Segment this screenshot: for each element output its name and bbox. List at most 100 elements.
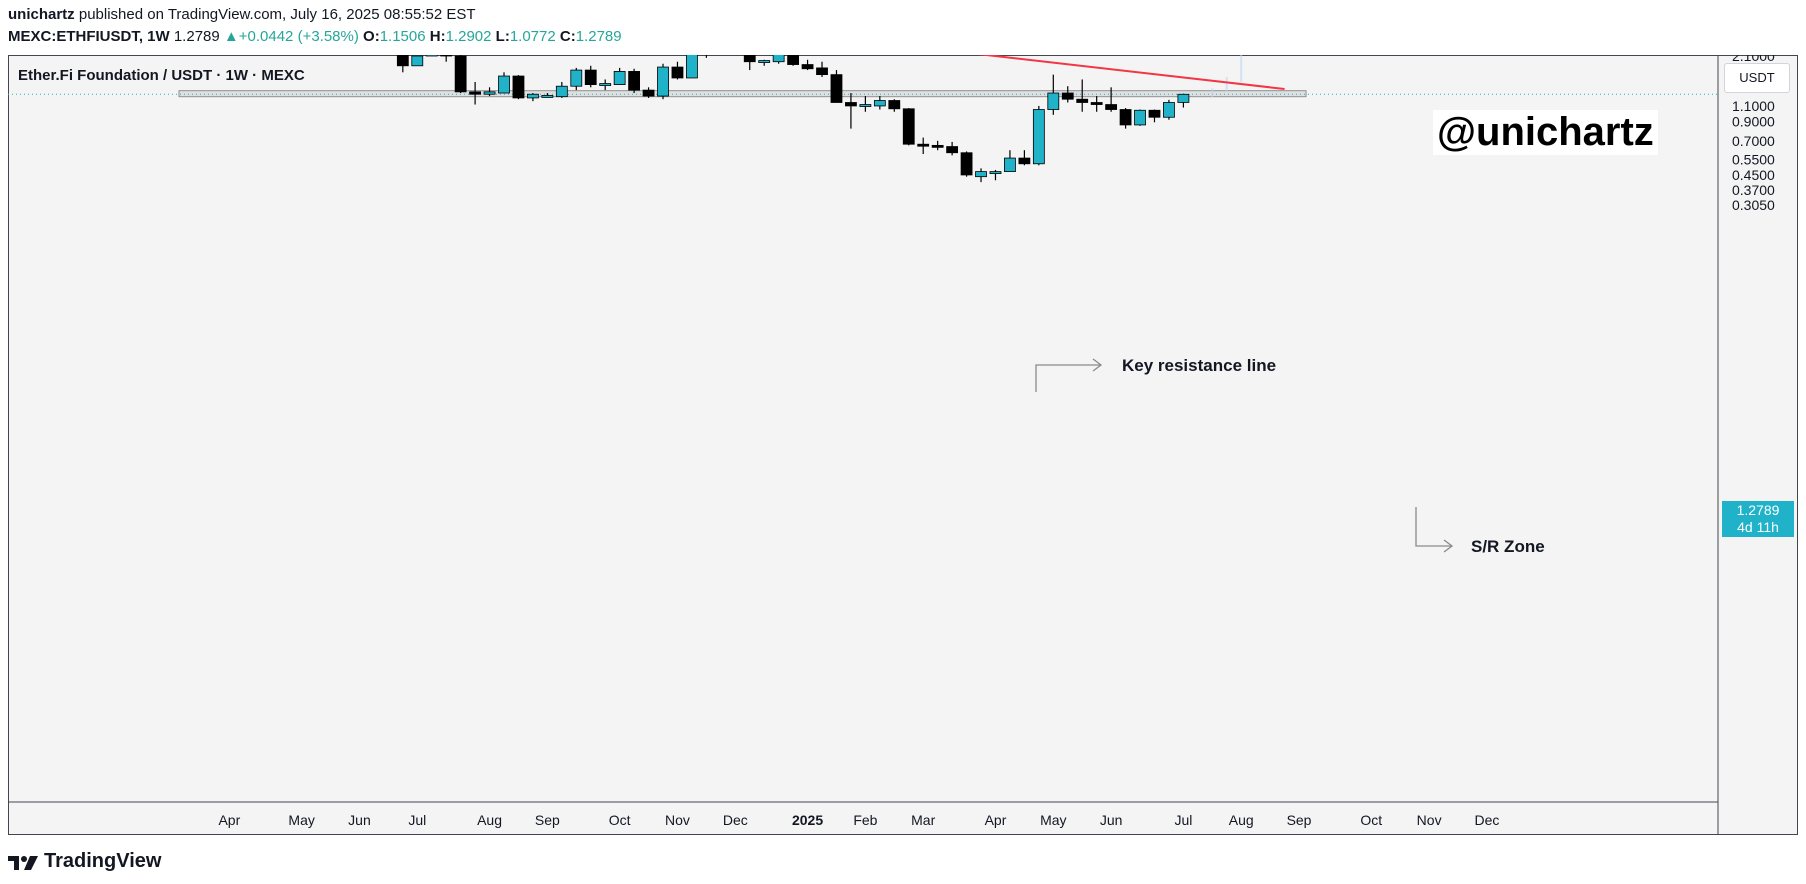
candle-body-down bbox=[845, 102, 857, 107]
candle-body-down bbox=[917, 143, 930, 147]
candle[interactable] bbox=[628, 68, 641, 94]
candle[interactable] bbox=[931, 140, 944, 151]
x-tick-label: Jul bbox=[408, 812, 426, 828]
close-value: 1.2789 bbox=[575, 28, 622, 45]
high-label: H: bbox=[429, 28, 446, 45]
badge-countdown: 4d 11h bbox=[1737, 519, 1779, 535]
candle-body-up bbox=[772, 55, 785, 63]
candle[interactable] bbox=[1076, 79, 1089, 112]
candle[interactable] bbox=[599, 79, 612, 91]
candle[interactable] bbox=[469, 81, 482, 105]
candle[interactable] bbox=[642, 87, 655, 98]
y-tick-label: 2.1000 bbox=[1732, 55, 1775, 64]
candle[interactable] bbox=[701, 55, 712, 58]
candle-body-up bbox=[1177, 93, 1190, 103]
brand-name: TradingView bbox=[44, 850, 162, 872]
x-tick-label: Feb bbox=[853, 812, 877, 828]
candle[interactable] bbox=[816, 61, 828, 77]
candle[interactable] bbox=[758, 59, 771, 66]
candle[interactable] bbox=[1148, 109, 1161, 123]
candle-body-down bbox=[584, 69, 597, 85]
key-resistance-label: Key resistance line bbox=[1122, 356, 1277, 375]
candle[interactable] bbox=[657, 63, 669, 100]
candle[interactable] bbox=[873, 96, 886, 110]
candle[interactable] bbox=[440, 55, 453, 62]
candle[interactable] bbox=[498, 72, 510, 94]
candle[interactable] bbox=[787, 55, 800, 66]
candle-body-down bbox=[1148, 109, 1161, 118]
candle[interactable] bbox=[960, 151, 973, 177]
candle[interactable] bbox=[483, 87, 496, 97]
candle[interactable] bbox=[454, 55, 467, 94]
candle-body-up bbox=[975, 171, 987, 178]
candle[interactable] bbox=[1090, 96, 1103, 112]
candle[interactable] bbox=[888, 99, 901, 112]
candle[interactable] bbox=[671, 61, 684, 80]
candle-body-down bbox=[902, 108, 915, 145]
candle-body-down bbox=[512, 75, 525, 99]
candle[interactable] bbox=[555, 81, 568, 98]
tradingview-logo[interactable]: TradingView bbox=[8, 850, 161, 873]
candle[interactable] bbox=[975, 168, 987, 183]
candle[interactable] bbox=[772, 55, 785, 64]
x-tick-label: 2025 bbox=[792, 812, 823, 828]
chart-frame[interactable] bbox=[8, 55, 1798, 835]
price-change: +0.0442 (+3.58%) bbox=[238, 28, 359, 45]
x-tick-label: Jul bbox=[1174, 812, 1192, 828]
publish-info: unichartz published on TradingView.com, … bbox=[8, 6, 476, 23]
candle[interactable] bbox=[1004, 150, 1016, 172]
y-tick-label: 0.3050 bbox=[1732, 197, 1775, 213]
candle[interactable] bbox=[1061, 86, 1074, 103]
last-price: 1.2789 bbox=[173, 28, 220, 45]
candle[interactable] bbox=[859, 96, 872, 112]
candle[interactable] bbox=[1047, 74, 1060, 115]
candle[interactable] bbox=[686, 55, 698, 79]
ohlc-legend: MEXC:ETHFIUSDT, 1W 1.2789 ▲+0.0442 (+3.5… bbox=[8, 28, 622, 45]
y-tick-label: 1.1000 bbox=[1732, 98, 1775, 114]
candle[interactable] bbox=[613, 67, 626, 85]
candle[interactable] bbox=[801, 59, 814, 71]
candle[interactable] bbox=[845, 93, 857, 129]
candle-body-up bbox=[686, 55, 698, 79]
candle[interactable] bbox=[527, 93, 539, 102]
candle-body-up bbox=[758, 60, 771, 63]
candle[interactable] bbox=[425, 55, 438, 57]
candle[interactable] bbox=[584, 65, 597, 88]
candle[interactable] bbox=[1018, 150, 1031, 166]
candle[interactable] bbox=[1032, 105, 1045, 166]
candle-body-up bbox=[555, 85, 568, 98]
candle-body-down bbox=[1018, 157, 1031, 165]
author-name[interactable]: unichartz bbox=[8, 6, 75, 23]
candle[interactable] bbox=[830, 70, 843, 103]
x-tick-label: Aug bbox=[1229, 812, 1254, 828]
candle[interactable] bbox=[1134, 109, 1146, 126]
candle[interactable] bbox=[946, 141, 959, 156]
candle-body-down bbox=[1076, 98, 1089, 103]
candle-body-down bbox=[440, 55, 453, 57]
candle-body-down bbox=[801, 64, 814, 70]
x-tick-label: Jun bbox=[348, 812, 371, 828]
candle[interactable] bbox=[1105, 87, 1118, 112]
candle[interactable] bbox=[989, 169, 1002, 181]
candle[interactable] bbox=[396, 55, 409, 73]
sr-zone-box[interactable] bbox=[178, 90, 1307, 98]
candle[interactable] bbox=[917, 137, 930, 155]
open-label: O: bbox=[363, 28, 380, 45]
high-value: 1.2902 bbox=[445, 28, 492, 45]
candle[interactable] bbox=[1177, 93, 1190, 108]
candle[interactable] bbox=[902, 108, 915, 146]
candle-body-up bbox=[859, 104, 872, 107]
price-chart[interactable]: 9.00007.00005.50004.50003.50002.70002.10… bbox=[8, 55, 1798, 835]
candle[interactable] bbox=[743, 55, 756, 71]
low-label: L: bbox=[495, 28, 510, 45]
candle[interactable] bbox=[1119, 108, 1132, 129]
resistance-trendline[interactable] bbox=[179, 55, 1285, 90]
candle-body-up bbox=[1047, 92, 1060, 110]
candle[interactable] bbox=[411, 55, 424, 67]
candle[interactable] bbox=[541, 93, 554, 98]
candle[interactable] bbox=[512, 75, 525, 100]
candle[interactable] bbox=[1163, 99, 1175, 120]
currency-button[interactable]: USDT bbox=[1724, 63, 1790, 93]
candle[interactable] bbox=[570, 67, 583, 91]
tradingview-logo-icon bbox=[8, 855, 38, 870]
